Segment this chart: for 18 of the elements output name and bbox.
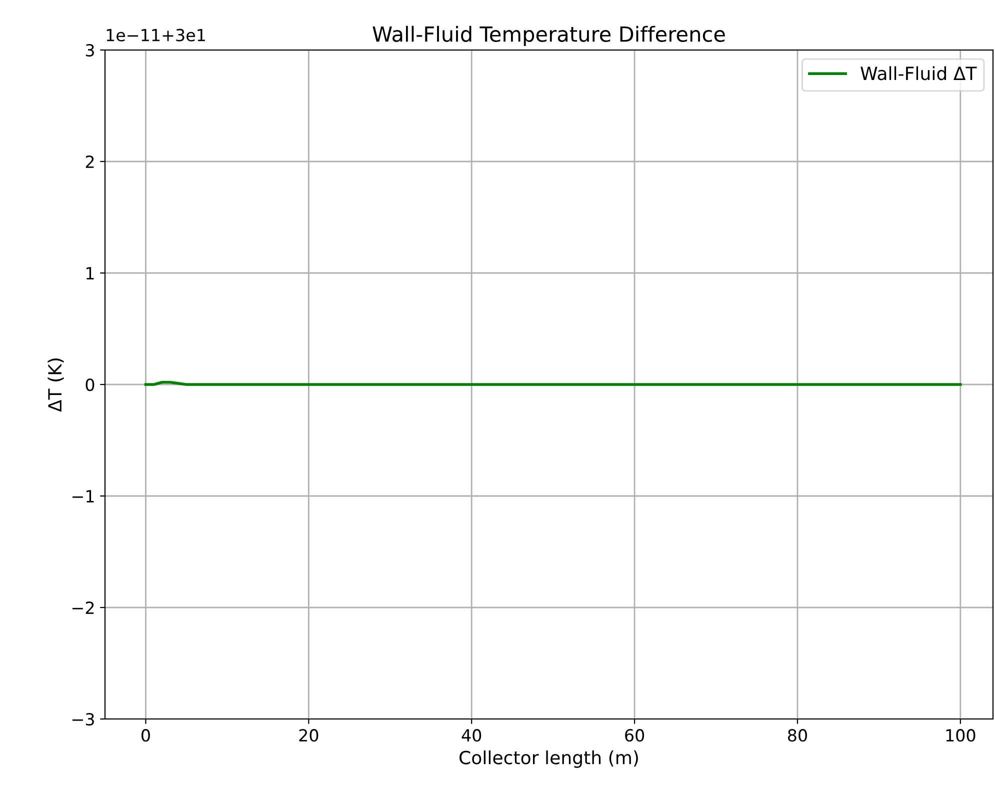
y-tick-label: 3 xyxy=(86,44,94,57)
x-tick-label: 0 xyxy=(142,729,150,742)
x-tick-label: 40 xyxy=(462,729,482,742)
x-tick-label: 20 xyxy=(299,729,318,742)
legend-label: Wall-Fluid ΔT xyxy=(860,66,977,80)
y-axis-title: ΔT (K) xyxy=(48,358,64,412)
text: 1e−11+3e1 xyxy=(106,28,205,42)
y-tick-label: 1 xyxy=(86,267,94,280)
y-tick-label: −1 xyxy=(72,490,94,502)
y-tick-label: −3 xyxy=(72,712,94,726)
y-tick-label: −2 xyxy=(72,601,94,614)
chart-title: Wall-Fluid Temperature Difference xyxy=(372,26,725,46)
y-tick-label: 0 xyxy=(86,378,94,392)
x-tick-label: 100 xyxy=(946,729,976,742)
x-tick-label: 80 xyxy=(788,729,807,742)
x-tick-label: 60 xyxy=(625,729,644,742)
y-tick-label: 2 xyxy=(86,155,94,168)
x-axis-title: Collector length (m) xyxy=(460,750,638,768)
